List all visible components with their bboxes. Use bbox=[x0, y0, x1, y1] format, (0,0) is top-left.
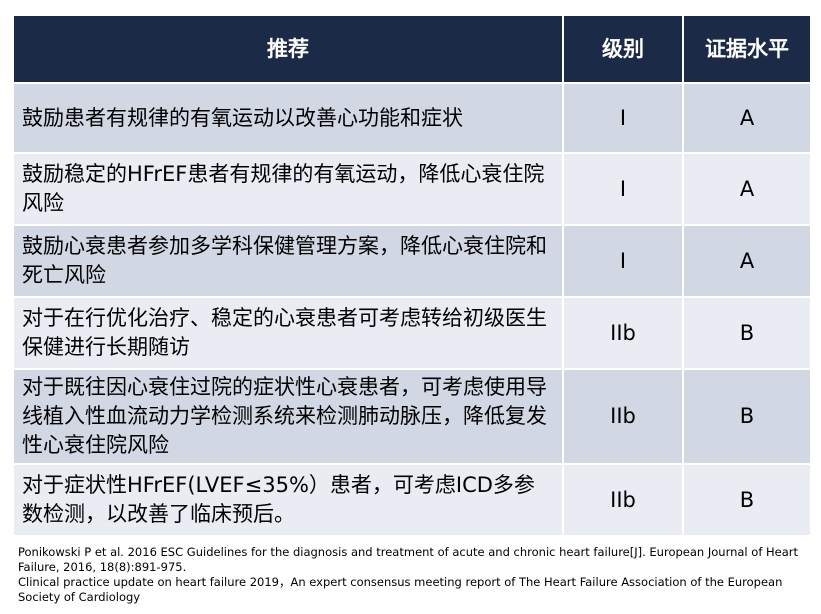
header-cell: 级别 bbox=[562, 14, 684, 84]
footnote: Clinical practice update on heart failur… bbox=[18, 575, 783, 604]
recommendation-table: 推荐 级别 证据水平 鼓励患者有规律的有氧运动以改善心功能和症状 I A 鼓励稳定的H… bbox=[12, 14, 812, 537]
recommendation-cell: 鼓励心衰患者参加多学科保健管理方案，降低心衰住院和死亡风险 bbox=[12, 224, 564, 298]
table-cell: IIb bbox=[562, 463, 684, 537]
recommendation-cell: 鼓励稳定的HFrEF患者有规律的有氧运动，降低心衰住院风险 bbox=[12, 152, 564, 226]
table-cell: A bbox=[682, 224, 812, 298]
table-row: 鼓励患者有规律的有氧运动以改善心功能和症状 I A bbox=[12, 82, 812, 154]
recommendation-cell: 对于症状性HFrEF(LVEF≤35%）患者，可考虑ICD多参数检测，以改善了临… bbox=[12, 463, 564, 537]
table-cell: IIb bbox=[562, 368, 684, 465]
table-cell: IIb bbox=[562, 296, 684, 370]
header-cell: 推荐 bbox=[12, 14, 564, 84]
table-row: 对于在行优化治疗、稳定的心衰患者可考虑转给初级医生保健进行长期随访 IIb B bbox=[12, 296, 812, 370]
table-row: 对于症状性HFrEF(LVEF≤35%）患者，可考虑ICD多参数检测，以改善了临… bbox=[12, 463, 812, 537]
table-cell: B bbox=[682, 463, 812, 537]
table-cell: A bbox=[682, 82, 812, 154]
footnote: Ponikowski P et al. 2016 ESC Guidelines … bbox=[18, 545, 799, 574]
table-cell: I bbox=[562, 152, 684, 226]
table-row: 鼓励稳定的HFrEF患者有规律的有氧运动，降低心衰住院风险 I A bbox=[12, 152, 812, 226]
table-cell: B bbox=[682, 296, 812, 370]
header-cell: 证据水平 bbox=[682, 14, 812, 84]
recommendation-cell: 鼓励患者有规律的有氧运动以改善心功能和症状 bbox=[12, 82, 564, 154]
recommendation-cell: 对于既往因心衰住过院的症状性心衰患者，可考虑使用导线植入性血流动力学检测系统来检… bbox=[12, 368, 564, 465]
footnotes: Ponikowski P et al. 2016 ESC Guidelines … bbox=[18, 545, 808, 605]
table-row: 鼓励心衰患者参加多学科保健管理方案，降低心衰住院和死亡风险 I A bbox=[12, 224, 812, 298]
table-cell: A bbox=[682, 152, 812, 226]
table-row: 对于既往因心衰住过院的症状性心衰患者，可考虑使用导线植入性血流动力学检测系统来检… bbox=[12, 368, 812, 465]
table-cell: I bbox=[562, 82, 684, 154]
table-body: 鼓励患者有规律的有氧运动以改善心功能和症状 I A 鼓励稳定的HFrEF患者有规律的有… bbox=[12, 82, 812, 537]
recommendation-cell: 对于在行优化治疗、稳定的心衰患者可考虑转给初级医生保健进行长期随访 bbox=[12, 296, 564, 370]
table-cell: B bbox=[682, 368, 812, 465]
header-row: 推荐 级别 证据水平 bbox=[12, 14, 812, 84]
table-cell: I bbox=[562, 224, 684, 298]
